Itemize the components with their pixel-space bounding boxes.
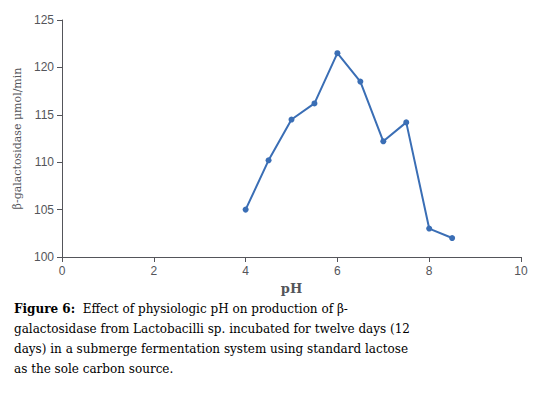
- svg-text:10: 10: [514, 264, 528, 278]
- svg-text:4: 4: [242, 264, 249, 278]
- svg-text:120: 120: [34, 60, 54, 74]
- svg-text:6: 6: [334, 264, 341, 278]
- svg-text:100: 100: [34, 250, 54, 264]
- svg-text:8: 8: [426, 264, 433, 278]
- svg-text:as the sole carbon source.: as the sole carbon source.: [14, 362, 173, 376]
- svg-text:115: 115: [35, 108, 54, 122]
- svg-text:days) in a submerge fermentati: days) in a submerge fermentation system …: [14, 342, 408, 356]
- svg-text:105: 105: [34, 203, 54, 217]
- svg-text:Effect of physiologic pH on pr: Effect of physiologic pH on production o…: [75, 302, 348, 316]
- svg-text:110: 110: [35, 155, 54, 169]
- svg-text:0: 0: [59, 264, 66, 278]
- svg-text:2: 2: [150, 264, 157, 278]
- svg-text:Figure 6:: Figure 6:: [14, 302, 75, 316]
- svg-text:pH: pH: [281, 281, 302, 296]
- svg-text:galactosidase from Lactobacill: galactosidase from Lactobacilli sp. incu…: [14, 322, 410, 336]
- svg-text:125: 125: [34, 13, 54, 27]
- svg-text:β-galactosidase μmol/min: β-galactosidase μmol/min: [11, 68, 24, 210]
